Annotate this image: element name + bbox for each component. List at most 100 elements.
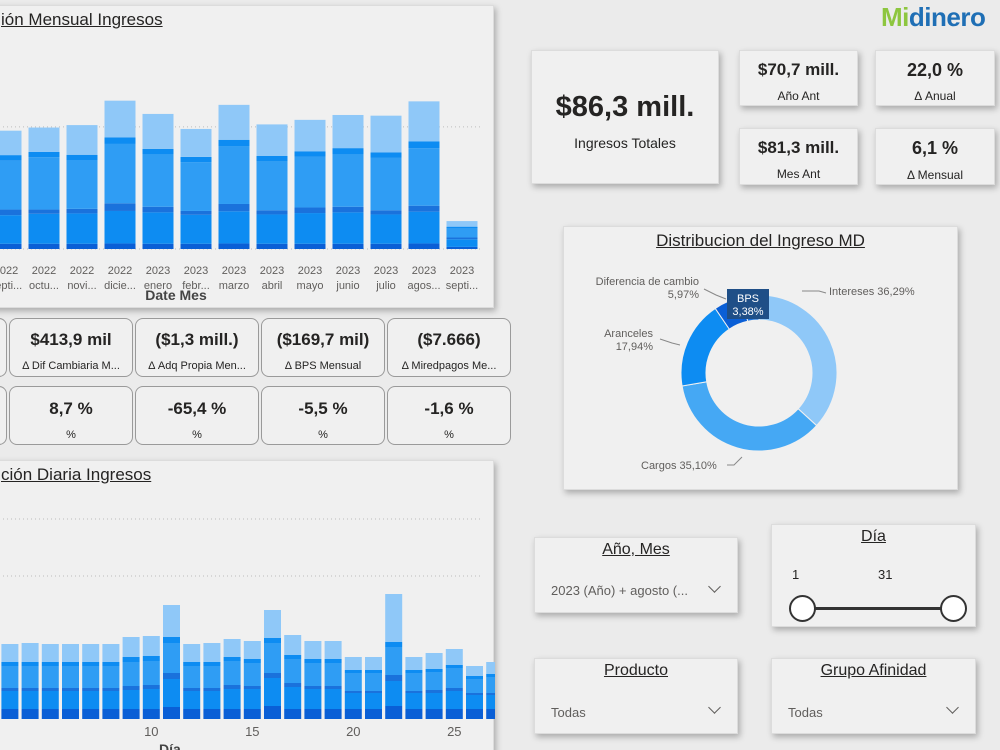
delta-partial-card: [0, 318, 7, 377]
bar-segment: [344, 709, 362, 719]
bar-segment: [264, 643, 281, 673]
x-tick-label: marzo: [219, 280, 250, 292]
dia-slicer: Día 1 31: [771, 524, 976, 627]
dia-slider-track[interactable]: [802, 607, 954, 610]
prev-month-label: Mes Ant: [776, 167, 821, 181]
donut-slice: [758, 294, 838, 427]
bar-segment: [66, 243, 98, 249]
anio-mes-dropdown[interactable]: 2023 (Año) + agosto (...: [543, 574, 729, 606]
annual-delta-label: Δ Anual: [914, 89, 956, 103]
bar-segment: [408, 205, 440, 212]
bar-segment: [408, 101, 440, 142]
bar-segment: [405, 673, 423, 691]
producto-dropdown[interactable]: Todas: [543, 697, 729, 727]
pct-value: -1,6 %: [424, 399, 474, 418]
monthly-chart-xlabel: Date Mes: [145, 287, 207, 303]
bar-segment: [0, 209, 22, 216]
x-tick-label: enero: [144, 280, 172, 292]
bar-segment: [82, 666, 100, 688]
bar-segment: [28, 243, 60, 249]
bar-segment: [203, 688, 221, 691]
bar-segment: [332, 148, 364, 155]
donut-label: Aranceles: [604, 328, 653, 340]
bar-segment: [425, 693, 443, 709]
dia-slider-handle-max[interactable]: [940, 595, 967, 622]
bar-segment: [370, 152, 402, 158]
chevron-down-icon: [708, 701, 721, 714]
pct-miredpagos-card: -1,6 % %: [387, 386, 511, 445]
bar-segment: [163, 643, 180, 673]
total-income-kpi: $86,3 mill. Ingresos Totales: [531, 50, 719, 184]
prev-month-kpi: $81,3 mill. Mes Ant: [739, 128, 858, 185]
bar-segment: [425, 653, 443, 669]
bar-segment: [408, 211, 440, 244]
bar-segment: [332, 154, 364, 207]
bar-segment: [41, 688, 59, 691]
bar-segment: [304, 709, 322, 719]
bar-segment: [408, 243, 440, 249]
monthly-delta-label: Δ Mensual: [906, 168, 964, 182]
bar-segment: [324, 659, 342, 663]
bar-segment: [370, 243, 402, 249]
bar-segment: [203, 643, 221, 662]
bar-segment: [446, 228, 478, 238]
bar-segment: [344, 670, 362, 673]
bar-segment: [142, 154, 174, 207]
bar-segment: [243, 641, 261, 659]
bar-segment: [82, 688, 100, 691]
x-tick-label: agos...: [407, 280, 440, 292]
bar-segment: [223, 639, 241, 657]
bar-segment: [284, 659, 302, 683]
donut-chart-title: Distribucion del Ingreso MD: [656, 231, 865, 250]
x-tick-label: 2023: [184, 265, 208, 277]
x-tick-label: dicie...: [104, 280, 136, 292]
bar-segment: [218, 203, 250, 212]
monthly-delta-kpi: 6,1 % Δ Mensual: [875, 128, 995, 185]
bar-segment: [294, 243, 326, 249]
bar-segment: [82, 691, 100, 709]
bar-segment: [445, 668, 463, 688]
bar-segment: [0, 160, 22, 210]
donut-label: BPS: [737, 293, 759, 305]
bar-segment: [264, 673, 281, 678]
chevron-down-icon: [708, 580, 721, 593]
bar-segment: [446, 246, 478, 249]
bar-segment: [163, 605, 180, 637]
bar-segment: [385, 681, 403, 706]
bar-segment: [284, 683, 302, 687]
logo-i: i: [902, 2, 909, 32]
daily-income-chart[interactable]: ción Diaria Ingresos 1015202530 Día: [0, 460, 495, 750]
bar-segment: [304, 641, 322, 659]
dia-slider-handle-min[interactable]: [789, 595, 816, 622]
monthly-delta-value: 6,1 %: [911, 138, 959, 158]
grupo-afinidad-dropdown[interactable]: Todas: [780, 697, 966, 727]
bar-segment: [324, 709, 342, 719]
bar-segment: [28, 157, 60, 210]
bar-segment: [445, 649, 463, 665]
donut-label: 17,94%: [616, 341, 654, 353]
bar-segment: [62, 709, 79, 719]
bar-segment: [405, 670, 423, 673]
delta-label: Δ Adq Propia Men...: [148, 360, 246, 372]
bar-segment: [203, 709, 221, 719]
monthly-income-chart[interactable]: ión Mensual Ingresos 2022 septi... 2022 oct…: [0, 5, 494, 308]
bar-segment: [294, 119, 326, 152]
bar-segment: [218, 243, 250, 249]
dia-max-input[interactable]: 31: [868, 563, 948, 585]
donut-slice: [680, 307, 730, 387]
x-tick-label: 25: [447, 724, 461, 739]
dia-min-input[interactable]: 1: [786, 563, 856, 585]
bps-label-box: [727, 289, 769, 319]
x-tick-label: 2023: [374, 265, 398, 277]
bar-segment: [0, 130, 22, 156]
bar-segment: [324, 641, 342, 659]
delta-label: Δ Dif Cambiaria M...: [22, 360, 120, 372]
bar-segment: [41, 691, 59, 709]
bar-segment: [264, 610, 281, 638]
bar-segment: [466, 693, 483, 695]
income-distribution-chart[interactable]: Distribucion del Ingreso MD Intereses 36…: [563, 226, 958, 490]
bar-segment: [466, 695, 483, 709]
bar-segment: [324, 689, 342, 709]
bar-segment: [163, 707, 180, 719]
bar-segment: [163, 673, 180, 679]
